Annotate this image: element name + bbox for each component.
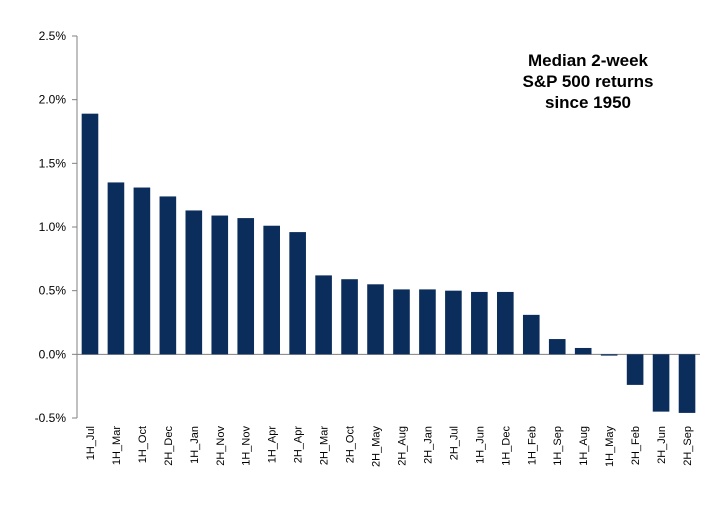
bar xyxy=(81,113,99,355)
bar xyxy=(341,279,358,355)
bar xyxy=(600,354,618,356)
y-tick-label: -0.5% xyxy=(35,411,67,425)
y-tick-label: 0.0% xyxy=(39,347,67,361)
x-tick-label: 2H_Oct xyxy=(345,426,357,463)
bar xyxy=(289,232,306,355)
bars xyxy=(81,113,696,413)
x-tick-label: 2H_Jul xyxy=(448,426,460,460)
bar xyxy=(263,225,280,355)
x-tick-label: 2H_Mar xyxy=(319,426,331,465)
x-tick-label: 2H_Feb xyxy=(630,426,642,465)
bar xyxy=(497,291,514,355)
x-tick-label: 1H_Feb xyxy=(526,426,538,465)
y-axis: -0.5% 0.0% 0.5% 1.0% 1.5% 2.0% 2.5% xyxy=(35,29,77,425)
chart-title-line-2: S&P 500 returns xyxy=(522,72,653,91)
bar xyxy=(107,182,125,355)
bar xyxy=(159,196,177,355)
x-tick-label: 1H_Jun xyxy=(474,426,486,464)
x-tick-label: 1H_Apr xyxy=(267,426,279,464)
bar xyxy=(393,289,410,355)
bar xyxy=(211,215,229,355)
bar xyxy=(445,290,462,355)
x-tick-label: 1H_Dec xyxy=(500,426,512,466)
y-tick-label: 1.0% xyxy=(39,220,67,234)
x-tick-label: 2H_May xyxy=(371,426,383,467)
x-tick-label: 1H_Oct xyxy=(137,426,149,463)
x-tick-label: 2H_Sep xyxy=(682,426,694,466)
x-tick-label: 2H_Jan xyxy=(422,426,434,464)
bar xyxy=(471,291,488,355)
x-axis-labels: 1H_Jul 1H_Mar 1H_Oct 2H_Dec 1H_Jan 2H_Nov 1H_N… xyxy=(85,426,694,467)
chart-title-line-1: Median 2-week xyxy=(528,51,649,70)
bar xyxy=(574,347,592,355)
bar xyxy=(367,284,384,355)
x-tick-label: 1H_Mar xyxy=(111,426,123,465)
y-tick-label: 0.5% xyxy=(39,284,67,298)
bar xyxy=(626,354,644,385)
bar xyxy=(652,354,670,412)
x-tick-label: 1H_Jul xyxy=(85,426,97,460)
x-tick-label: 2H_Dec xyxy=(163,426,175,466)
bar xyxy=(315,275,332,355)
y-tick-label: 2.0% xyxy=(39,93,67,107)
x-tick-label: 1H_Jan xyxy=(189,426,201,464)
x-tick-label: 2H_Nov xyxy=(215,426,227,466)
x-tick-label: 1H_Sep xyxy=(552,426,564,466)
chart-title-line-3: since 1950 xyxy=(545,93,631,112)
bar xyxy=(678,354,696,413)
x-tick-label: 1H_Aug xyxy=(578,426,590,466)
bar xyxy=(185,210,203,355)
x-tick-label: 1H_May xyxy=(604,426,616,467)
y-tick-label: 1.5% xyxy=(39,156,67,170)
bar xyxy=(133,187,151,355)
x-tick-label: 2H_Apr xyxy=(293,426,305,464)
x-tick-label: 1H_Nov xyxy=(241,426,253,466)
x-tick-label: 2H_Aug xyxy=(396,426,408,466)
bar xyxy=(237,218,255,355)
bar xyxy=(419,289,436,355)
bar xyxy=(548,339,566,355)
y-tick-label: 2.5% xyxy=(39,29,67,43)
x-tick-label: 2H_Jun xyxy=(656,426,668,464)
bar xyxy=(522,314,540,355)
